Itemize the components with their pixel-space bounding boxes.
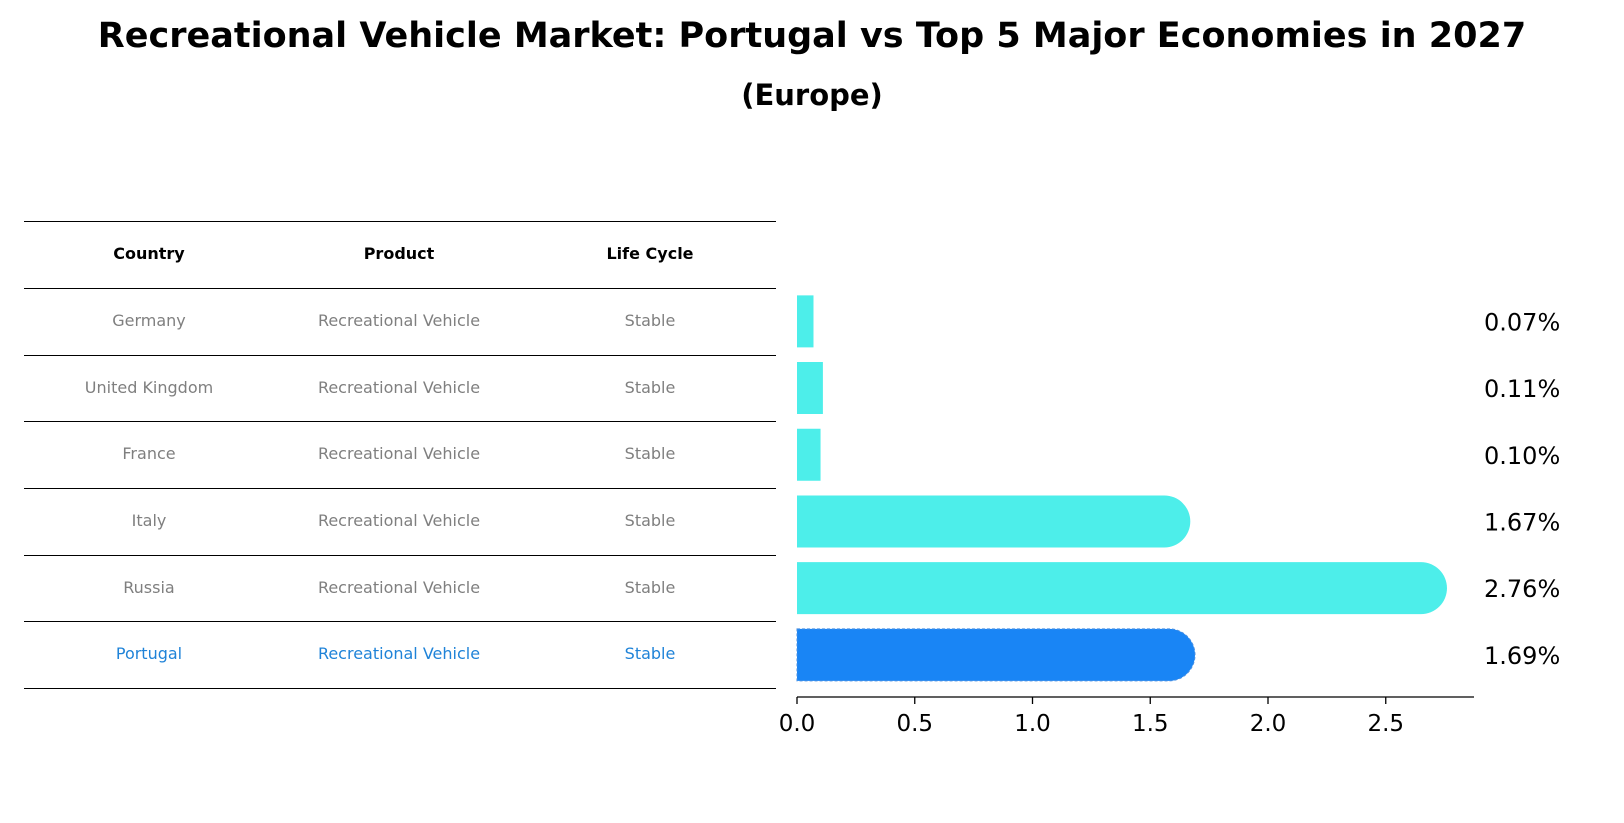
cell-country-highlight: Portugal (115, 644, 183, 663)
chart-title: Recreational Vehicle Market: Portugal vs… (97, 16, 1527, 56)
x-tick-label: 1.0 (1014, 711, 1051, 737)
x-tick-label: 0.0 (779, 711, 816, 737)
bar-russia (797, 562, 1447, 615)
table-rule (24, 688, 776, 689)
cell-country: United Kingdom (84, 378, 214, 397)
table-rule (24, 288, 776, 289)
cell-product: Recreational Vehicle (317, 578, 481, 597)
cell-country: Italy (131, 511, 167, 530)
table-rule (24, 555, 776, 556)
header-product: Product (363, 244, 435, 263)
value-label-germany: 0.07% (1484, 308, 1560, 336)
cell-country: Russia (123, 578, 175, 597)
value-label-russia: 2.76% (1484, 575, 1560, 603)
table-rule (24, 621, 776, 622)
cell-life-cycle: Stable (624, 578, 676, 597)
value-label-france: 0.10% (1484, 442, 1560, 470)
header-life-cycle: Life Cycle (606, 244, 694, 263)
table-rule (24, 488, 776, 489)
bar-france (797, 428, 821, 481)
value-label-united-kingdom: 0.11% (1484, 375, 1560, 403)
cell-product: Recreational Vehicle (317, 444, 481, 463)
value-label-portugal: 1.69% (1484, 642, 1560, 670)
cell-product-highlight: Recreational Vehicle (317, 644, 481, 663)
table-rule (24, 221, 776, 222)
cell-product: Recreational Vehicle (317, 378, 481, 397)
bar-italy (797, 495, 1191, 548)
header-country: Country (113, 244, 185, 263)
x-tick-label: 2.0 (1250, 711, 1287, 737)
bar-portugal (796, 628, 1196, 682)
x-tick-label: 2.5 (1367, 711, 1404, 737)
cell-product: Recreational Vehicle (317, 511, 481, 530)
bar-germany (797, 295, 814, 348)
cell-life-cycle: Stable (624, 378, 676, 397)
cell-life-cycle: Stable (624, 511, 676, 530)
cell-country: Germany (112, 311, 186, 330)
cell-life-cycle-highlight: Stable (624, 644, 676, 663)
x-tick-label: 0.5 (896, 711, 933, 737)
bar-united-kingdom (797, 362, 823, 415)
value-label-italy: 1.67% (1484, 508, 1560, 536)
table-rule (24, 355, 776, 356)
chart-subtitle: (Europe) (741, 78, 883, 112)
cell-life-cycle: Stable (624, 444, 676, 463)
cell-country: France (122, 444, 176, 463)
cell-product: Recreational Vehicle (317, 311, 481, 330)
x-tick-label: 1.5 (1132, 711, 1169, 737)
cell-life-cycle: Stable (624, 311, 676, 330)
table-rule (24, 421, 776, 422)
